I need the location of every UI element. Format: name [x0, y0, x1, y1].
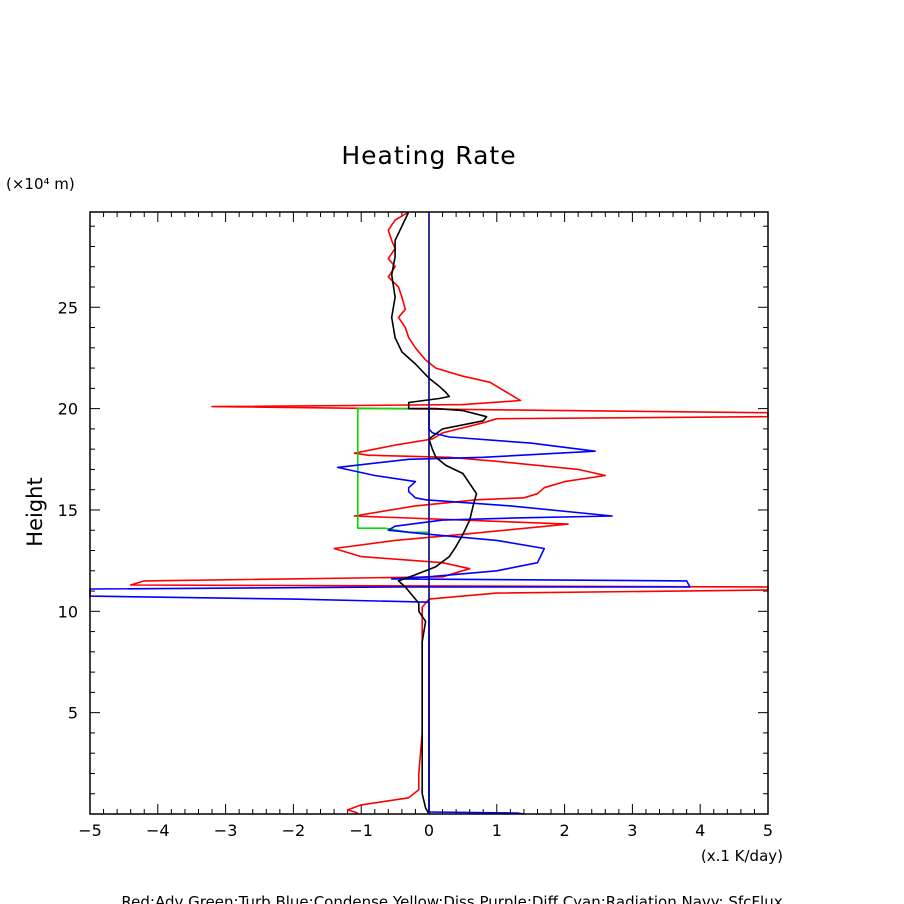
y-tick-label: 25 — [58, 298, 78, 317]
y-tick-label: 5 — [68, 704, 78, 723]
x-tick-label: 0 — [424, 821, 434, 840]
x-tick-label: 2 — [560, 821, 570, 840]
x-tick-label: 1 — [492, 821, 502, 840]
y-ticks: 5 10 15 20 25 — [58, 225, 768, 815]
series-line-1 — [129, 211, 769, 814]
y-tick-label: 15 — [58, 501, 78, 520]
x-tick-label: −2 — [282, 821, 306, 840]
y-axis-label: Height — [23, 477, 47, 546]
y-tick-label: 20 — [58, 400, 78, 419]
series-group — [89, 211, 769, 815]
x-tick-label: 3 — [627, 821, 637, 840]
y-unit-label: (×10⁴ m) — [6, 175, 75, 193]
legend-text: Red:Adv Green:Turb Blue:Condense Yellow:… — [121, 893, 782, 904]
plot-frame — [89, 211, 769, 815]
x-unit-label: (x.1 K/day) — [701, 847, 783, 865]
x-tick-label: −5 — [78, 821, 102, 840]
x-tick-label: 5 — [763, 821, 773, 840]
series-line-3 — [89, 408, 691, 814]
x-tick-label: −3 — [214, 821, 238, 840]
y-tick-label: 10 — [58, 602, 78, 621]
x-tick-label: 4 — [695, 821, 705, 840]
x-tick-label: −1 — [349, 821, 373, 840]
x-tick-label: −4 — [146, 821, 170, 840]
x-ticks: −5 −4 −3 −2 −1 0 1 2 3 4 5 — [78, 212, 773, 840]
chart-title: Heating Rate — [341, 141, 516, 170]
series-line-4 — [390, 211, 488, 815]
